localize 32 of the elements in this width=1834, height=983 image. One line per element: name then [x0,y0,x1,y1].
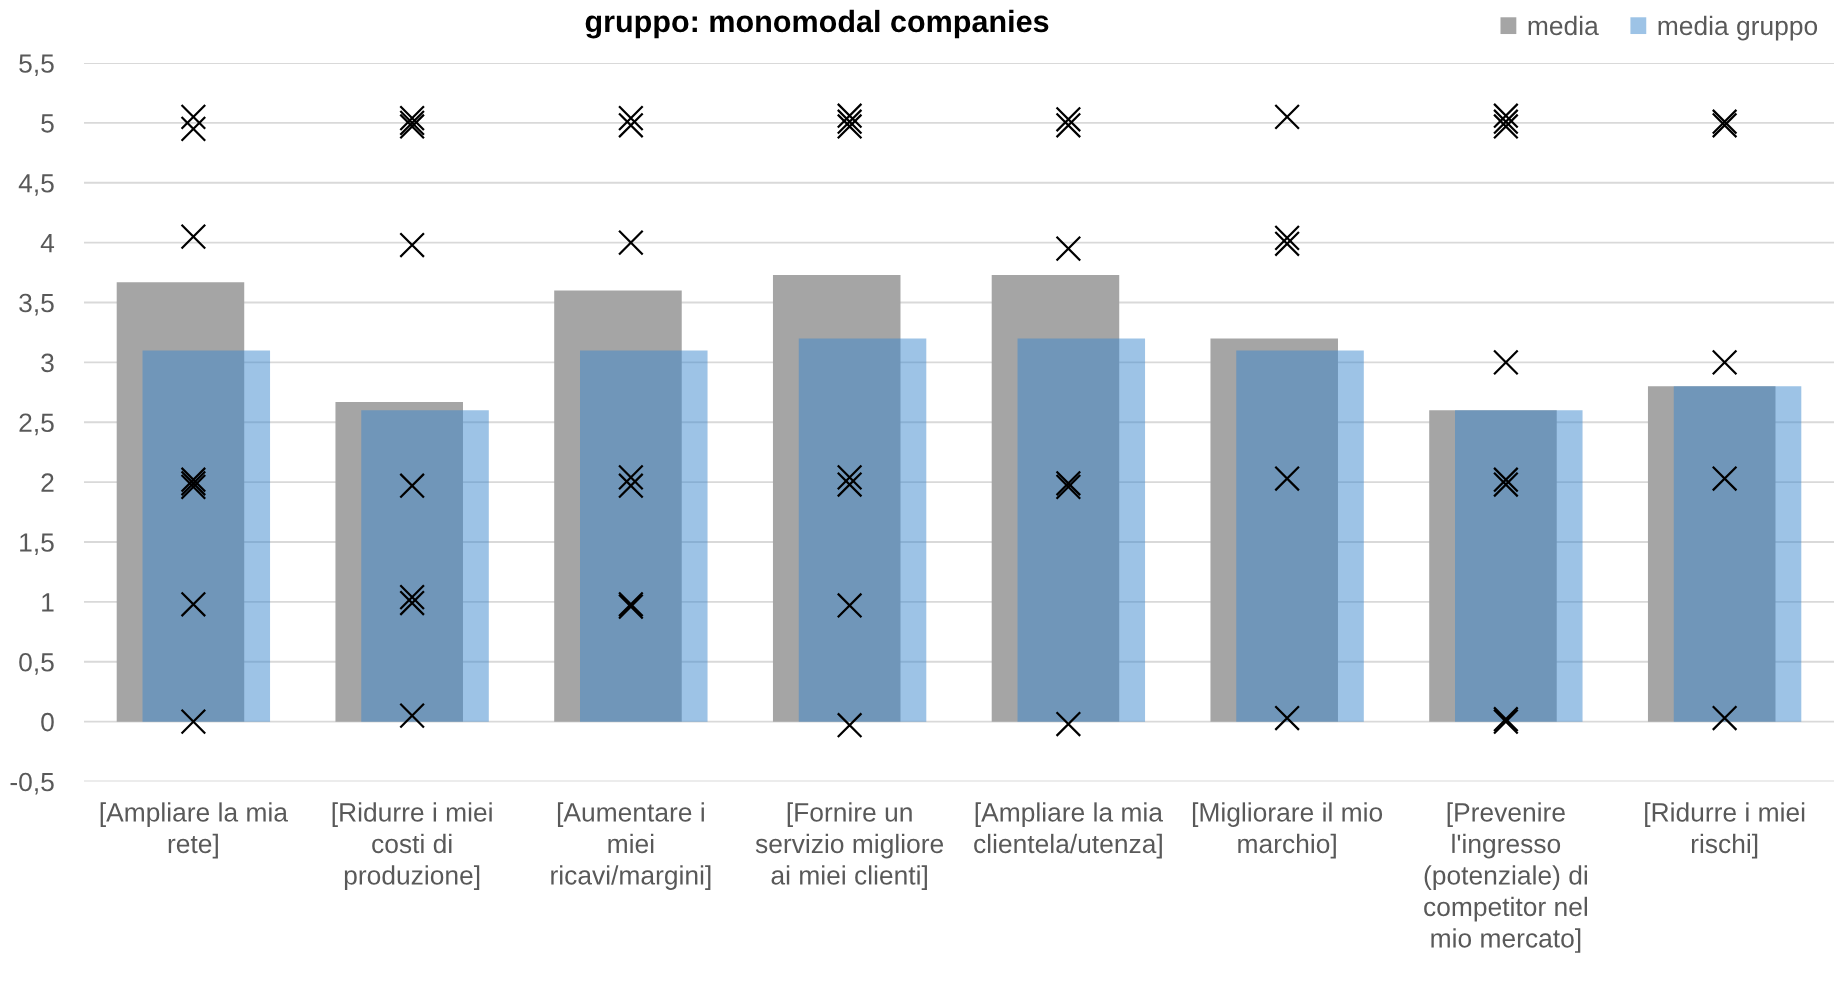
y-tick-label: 0 [41,712,54,732]
chart-title: gruppo: monomodal companies [585,9,1049,39]
bar [991,274,1120,722]
y-tick-label: 2,5 [19,413,54,436]
x-tick-label: [Migliorare il mio marchio] [1192,802,1383,859]
y-tick-label: -0,5 [10,772,54,795]
bar [116,282,245,722]
x-tick-label: [Ridurre i miei costi di produzione] [332,802,492,890]
y-tick-label: 3 [41,353,54,373]
legend-label: media [1528,15,1599,36]
bar [554,290,682,722]
y-tick-label: 1 [42,593,54,612]
bar [772,274,901,722]
y-tick-label: 5 [41,114,54,133]
y-tick-label: 1,5 [20,533,54,555]
x-tick-label: [Ridurre i miei rischi] [1645,802,1805,859]
bar [1210,338,1338,722]
x-tick-label: [Ampliare la mia clientela/utenza] [974,802,1163,859]
legend-label: media gruppo [1658,15,1818,41]
y-tick-label: 0,5 [19,652,54,675]
x-tick-label: [Fornire un servizio migliore ai miei clienti] [755,802,944,890]
y-tick-label: 4 [40,234,55,253]
y-tick-label: 4,5 [18,174,54,196]
bar [335,401,463,722]
bar [1429,410,1557,722]
x-tick-label: [Aumentare i miei ricavi/margini] [551,802,711,890]
y-tick-label: 2 [41,473,54,492]
x-tick-label: [Prevenire l'ingresso (potenziale) di competitor nel mio mercato] [1424,802,1587,953]
y-tick-label: 5,5 [19,54,54,76]
x-tick-label: [Ampliare la mia rete] [100,802,288,859]
bar [1647,386,1776,722]
y-tick-label: 3,5 [19,293,54,316]
